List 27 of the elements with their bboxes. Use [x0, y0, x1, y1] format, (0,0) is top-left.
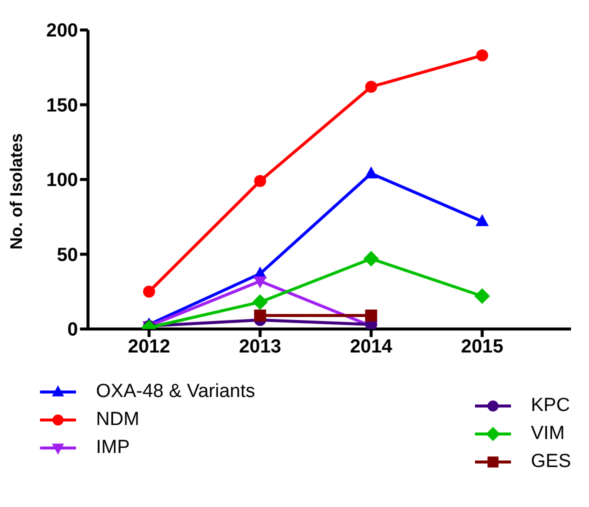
- point: [143, 286, 156, 298]
- x-tick-label: 2012: [128, 336, 170, 358]
- legend-label: NDM: [96, 409, 140, 431]
- point: [254, 310, 266, 322]
- y-tick-label: 150: [46, 95, 78, 116]
- x-tick-label: 2015: [461, 336, 504, 358]
- point: [254, 174, 266, 187]
- legend-label: KPC: [530, 395, 570, 417]
- y-tick-label: 0: [67, 320, 78, 341]
- y-tick-label: 200: [46, 20, 78, 42]
- point: [252, 294, 268, 310]
- point: [363, 250, 379, 267]
- point: [476, 214, 489, 226]
- y-axis-title: No. of Isolates: [7, 133, 26, 250]
- legend-label: VIM: [530, 423, 565, 445]
- legend-label: IMP: [96, 437, 130, 459]
- point: [365, 310, 378, 322]
- point: [474, 288, 490, 304]
- x-tick-label: 2013: [238, 336, 282, 358]
- point: [476, 49, 488, 62]
- legend-label: GES: [530, 451, 571, 473]
- point: [364, 166, 378, 178]
- point: [365, 80, 378, 93]
- legend-label: OXA-48 & Variants: [96, 381, 256, 403]
- y-tick-label: 100: [46, 170, 78, 192]
- x-tick-label: 2014: [350, 336, 393, 358]
- y-tick-label: 50: [56, 244, 78, 266]
